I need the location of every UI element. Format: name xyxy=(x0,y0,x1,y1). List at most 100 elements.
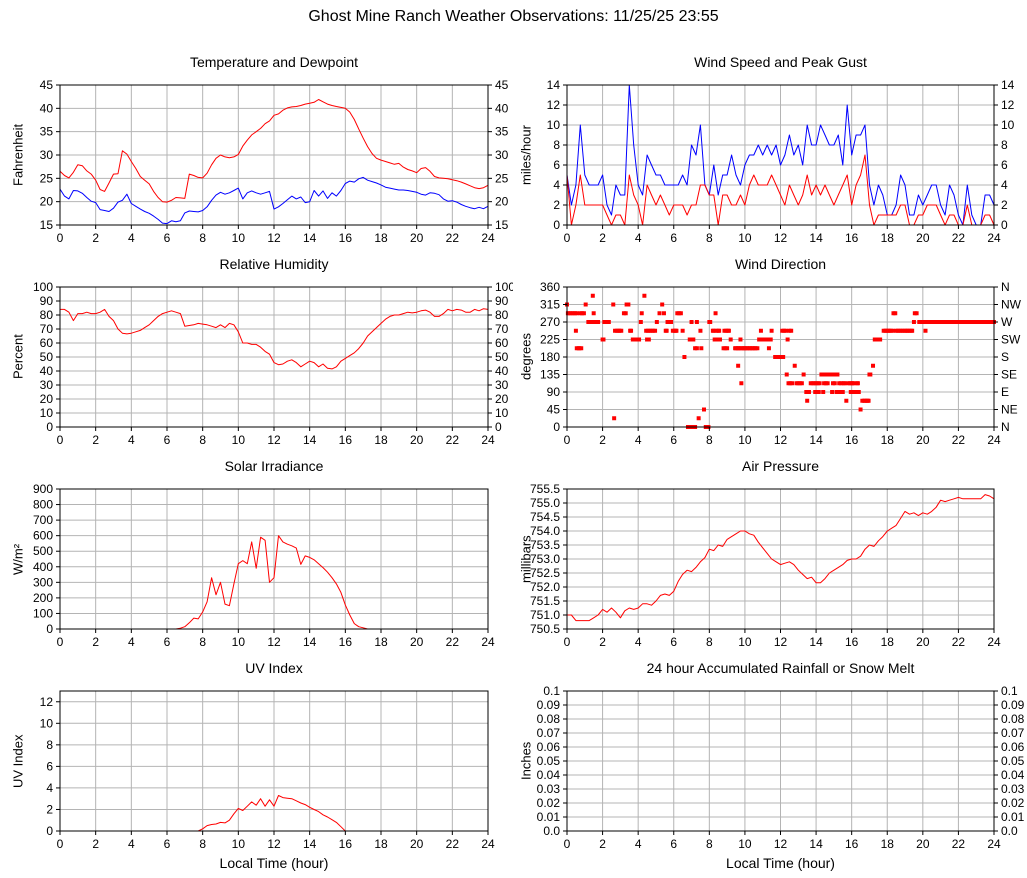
y-tick-label: 754.0 xyxy=(530,524,560,538)
x-tick-label: 10 xyxy=(738,231,752,245)
y-tick-label: 600 xyxy=(33,529,53,543)
x-tick-label: 10 xyxy=(232,433,246,447)
x-tick-label: 8 xyxy=(706,433,713,447)
wind-direction-point xyxy=(844,398,849,403)
y-tick-label-right: 0.0 xyxy=(1001,824,1018,838)
wind-direction-point xyxy=(835,372,840,377)
y-tick-label-right: W xyxy=(1001,315,1013,329)
x-tick-label: 4 xyxy=(635,635,642,649)
x-tick-label: 4 xyxy=(128,433,135,447)
y-tick-label: 2 xyxy=(46,802,53,816)
y-tick-label: 0.04 xyxy=(537,768,561,782)
x-tick-label: 16 xyxy=(339,433,353,447)
x-tick-label: 12 xyxy=(774,837,788,851)
chart-relative-humidity: Relative Humidity Percent 0 2 4 6 8 10 12 14 16 1… xyxy=(0,248,514,450)
wind-direction-point xyxy=(785,337,790,342)
y-tick-label: 900 xyxy=(33,482,53,496)
x-tick-label: 24 xyxy=(987,433,1001,447)
y-tick-label: 20 xyxy=(40,195,54,209)
y-tick-label: 0 xyxy=(553,218,560,232)
y-tick-label: 225 xyxy=(540,333,560,347)
y-tick-label-right: 0.01 xyxy=(1001,810,1025,824)
y-tick-label-right: 60 xyxy=(495,336,509,350)
wind-direction-point xyxy=(689,320,694,324)
y-tick-label-right: 0.08 xyxy=(1001,712,1025,726)
wind-direction-point xyxy=(579,346,584,351)
x-tick-label: 2 xyxy=(599,433,606,447)
wind-direction-point xyxy=(768,337,773,342)
y-tick-label: 15 xyxy=(40,218,54,232)
y-tick-label: 2 xyxy=(553,198,560,212)
x-tick-label: 6 xyxy=(164,635,171,649)
y-tick-label-right: N xyxy=(1001,280,1010,294)
y-tick-label: 0.08 xyxy=(537,712,561,726)
wind-direction-point xyxy=(583,302,588,307)
x-tick-label: 4 xyxy=(635,231,642,245)
y-tick-label-right: 12 xyxy=(1001,98,1015,112)
y-tick-label: 800 xyxy=(33,498,53,512)
wind-direction-point xyxy=(691,337,696,342)
wind-direction-point xyxy=(639,311,644,316)
x-tick-label: 14 xyxy=(809,231,823,245)
y-tick-label: 755.5 xyxy=(530,482,560,496)
wind-direction-point xyxy=(758,328,763,333)
y-tick-label: 700 xyxy=(33,513,53,527)
x-tick-label: 20 xyxy=(916,635,930,649)
y-tick-label-right: NE xyxy=(1001,403,1018,417)
x-tick-label: 18 xyxy=(881,837,895,851)
wind-direction-point xyxy=(911,320,916,324)
y-tick-label: 30 xyxy=(40,378,54,392)
x-tick-label: 14 xyxy=(809,837,823,851)
y-tick-label: 90 xyxy=(40,294,54,308)
y-tick-label: 400 xyxy=(33,560,53,574)
chart-rainfall: 24 hour Accumulated Rainfall or Snow Mel… xyxy=(514,652,1027,878)
y-tick-label-right: NW xyxy=(1001,298,1022,312)
wind-direction-point xyxy=(821,390,826,394)
x-tick-label: 2 xyxy=(92,433,99,447)
y-tick-label-right: 80 xyxy=(495,308,509,322)
x-tick-label: 8 xyxy=(706,231,713,245)
y-tick-label: 30 xyxy=(40,148,54,162)
x-tick-label: 10 xyxy=(232,231,246,245)
x-tick-label: 2 xyxy=(92,837,99,851)
wind-direction-point xyxy=(629,328,634,333)
x-tick-label: 0 xyxy=(57,433,64,447)
y-tick-label: 752.0 xyxy=(530,580,560,594)
x-tick-label: 0 xyxy=(564,635,571,649)
y-tick-label-right: 0.06 xyxy=(1001,740,1025,754)
x-tick-label: 18 xyxy=(881,433,895,447)
x-tick-label: 16 xyxy=(339,837,353,851)
y-tick-label: 20 xyxy=(40,392,54,406)
chart-solar-irradiance: Solar Irradiance W/m² 0 2 4 6 8 10 12 14 16 18 20 2… xyxy=(0,450,513,652)
y-tick-label: 500 xyxy=(33,544,53,558)
x-tick-label: 12 xyxy=(774,433,788,447)
y-tick-label: 751.5 xyxy=(530,594,560,608)
y-tick-label: 753.5 xyxy=(530,538,560,552)
wind-direction-point xyxy=(832,381,837,386)
x-tick-label: 4 xyxy=(128,837,135,851)
chart-title: Relative Humidity xyxy=(219,256,329,272)
wind-direction-point xyxy=(766,346,771,351)
y-tick-label: 0.02 xyxy=(537,796,561,810)
y-tick-label-right: 40 xyxy=(495,101,509,115)
y-tick-label: 70 xyxy=(40,322,54,336)
y-tick-label: 0.0 xyxy=(543,824,560,838)
wind-direction-point xyxy=(725,346,730,351)
x-tick-label: 12 xyxy=(267,837,281,851)
wind-direction-point xyxy=(623,311,628,316)
x-tick-label: 14 xyxy=(303,635,317,649)
x-tick-label: 0 xyxy=(564,837,571,851)
y-tick-label: 4 xyxy=(553,178,560,192)
pressure-line xyxy=(567,494,995,622)
y-tick-label-right: 50 xyxy=(495,350,509,364)
y-tick-label: 45 xyxy=(547,403,561,417)
wind-direction-point xyxy=(669,320,674,324)
air-pressure-plot: 0 2 4 6 8 10 12 14 16 18 20 22 24750.5751.0751.5752.… xyxy=(530,482,1001,649)
x-tick-label: 22 xyxy=(446,433,460,447)
x-tick-label: 8 xyxy=(199,837,206,851)
wind-direction-point xyxy=(728,337,733,342)
